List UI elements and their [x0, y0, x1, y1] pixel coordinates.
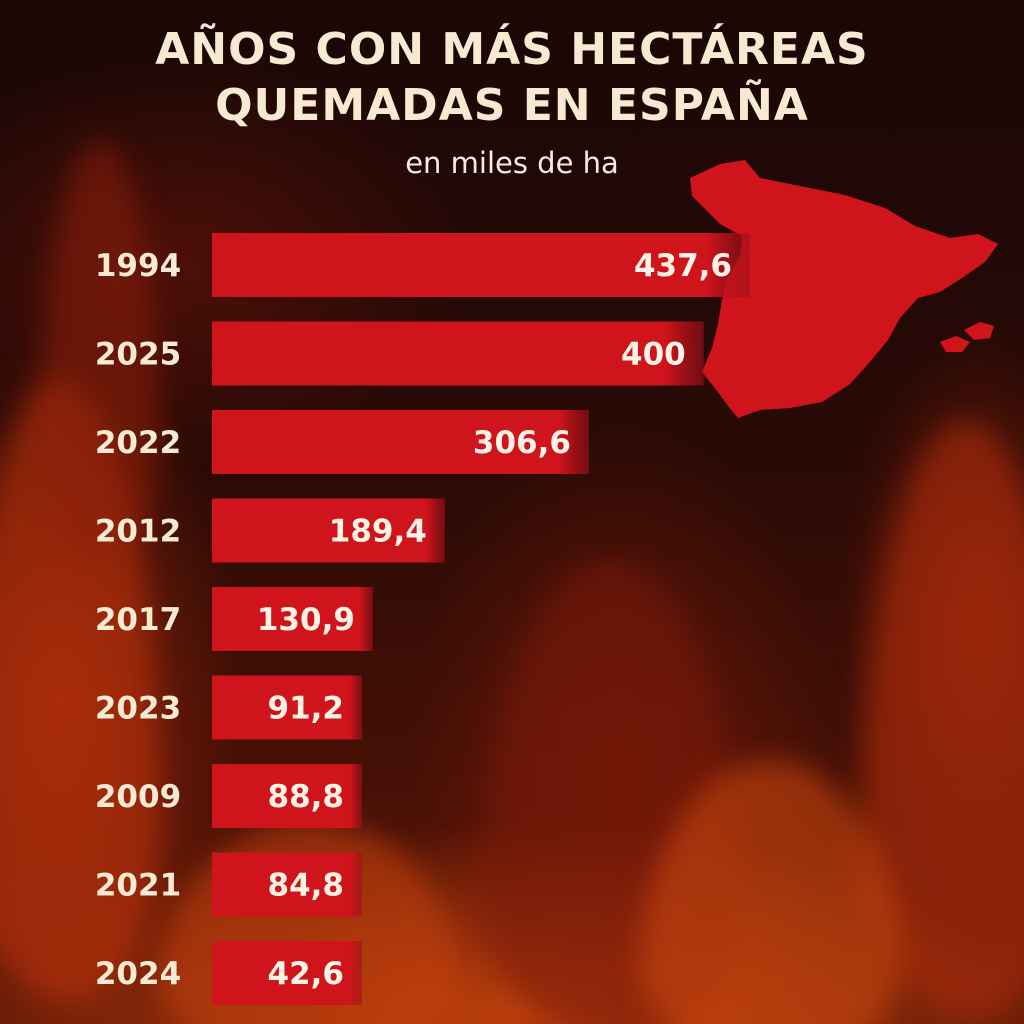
year-label-2021: 2021 — [95, 868, 181, 904]
bar-2021 — [212, 852, 362, 917]
value-label-2023: 91,2 — [268, 691, 345, 727]
value-labels-group: 437,6 400 306,6 189,4 130,9 91,2 88,8 84,8 42,6 — [257, 248, 732, 992]
value-label-2024: 42,6 — [268, 956, 345, 992]
year-label-2012: 2012 — [95, 514, 181, 550]
year-label-2025: 2025 — [95, 337, 181, 373]
year-label-2022: 2022 — [95, 425, 181, 461]
value-label-2012: 189,4 — [329, 514, 427, 550]
value-label-2009: 88,8 — [268, 779, 345, 815]
year-label-1994: 1994 — [95, 248, 181, 284]
bars-group — [212, 233, 750, 1005]
chart-title-line-2: QUEMADAS EN ESPAÑA — [215, 80, 809, 131]
bar-2022 — [212, 410, 589, 474]
value-label-1994: 437,6 — [634, 248, 732, 284]
chart-subtitle: en miles de ha — [405, 146, 619, 180]
bar-2017 — [212, 587, 373, 651]
bar-2024 — [212, 941, 362, 1005]
year-label-2024: 2024 — [95, 956, 181, 992]
chart-title-line-1: AÑOS CON MÁS HECTÁREAS — [155, 24, 869, 75]
bar-1994 — [212, 233, 750, 297]
year-label-2017: 2017 — [95, 602, 181, 638]
year-labels-group: 1994 2025 2022 2012 2017 2023 2009 2021 2024 — [95, 248, 181, 992]
bar-2025 — [212, 321, 704, 386]
value-label-2017: 130,9 — [257, 602, 355, 638]
value-label-2022: 306,6 — [473, 425, 571, 461]
bar-2012 — [212, 498, 445, 563]
year-label-2009: 2009 — [95, 779, 181, 815]
year-label-2023: 2023 — [95, 691, 181, 727]
bar-2023 — [212, 675, 362, 740]
bar-2009 — [212, 764, 362, 828]
chart-title: AÑOS CON MÁS HECTÁREAS QUEMADAS EN ESPAÑ… — [0, 22, 1024, 134]
value-label-2021: 84,8 — [268, 868, 345, 904]
value-label-2025: 400 — [621, 337, 686, 373]
